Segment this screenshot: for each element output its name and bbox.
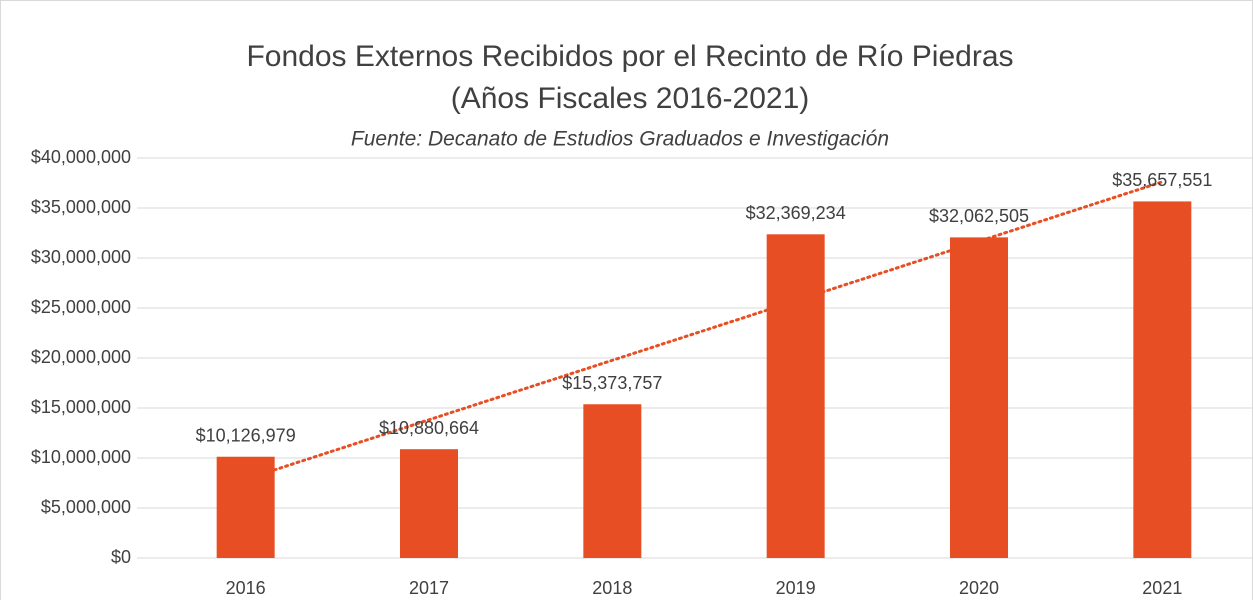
x-tick-label: 2021 bbox=[1142, 578, 1182, 598]
data-label: $35,657,551 bbox=[1112, 170, 1212, 190]
data-label: $32,062,505 bbox=[929, 206, 1029, 226]
chart-subtitle: Fuente: Decanato de Estudios Graduados e… bbox=[351, 128, 889, 151]
y-tick-label: $10,000,000 bbox=[31, 447, 131, 467]
trendline bbox=[244, 180, 1164, 481]
y-tick-label: $30,000,000 bbox=[31, 247, 131, 267]
bar bbox=[766, 234, 825, 558]
y-tick-label: $5,000,000 bbox=[41, 497, 131, 517]
y-tick-label: $35,000,000 bbox=[31, 197, 131, 217]
x-tick-label: 2018 bbox=[592, 578, 632, 598]
data-label: $10,126,979 bbox=[196, 425, 296, 445]
y-tick-label: $20,000,000 bbox=[31, 347, 131, 367]
data-label: $32,369,234 bbox=[746, 203, 846, 223]
bar bbox=[583, 404, 642, 558]
x-tick-label: 2019 bbox=[776, 578, 816, 598]
bar bbox=[950, 237, 1008, 559]
bar bbox=[400, 449, 458, 558]
data-label: $15,373,757 bbox=[562, 373, 662, 393]
x-tick-label: 2016 bbox=[226, 578, 266, 598]
x-tick-label: 2017 bbox=[409, 578, 449, 598]
data-label: $10,880,664 bbox=[379, 418, 479, 438]
y-tick-label: $25,000,000 bbox=[31, 297, 131, 317]
chart-title: (Años Fiscales 2016-2021) bbox=[451, 82, 810, 115]
y-tick-label: $0 bbox=[111, 547, 131, 567]
bar bbox=[1133, 201, 1192, 558]
x-tick-label: 2020 bbox=[959, 578, 999, 598]
bar bbox=[216, 456, 275, 558]
y-tick-label: $40,000,000 bbox=[31, 147, 131, 167]
y-tick-label: $15,000,000 bbox=[31, 397, 131, 417]
chart-title: Fondos Externos Recibidos por el Recinto… bbox=[246, 40, 1013, 73]
